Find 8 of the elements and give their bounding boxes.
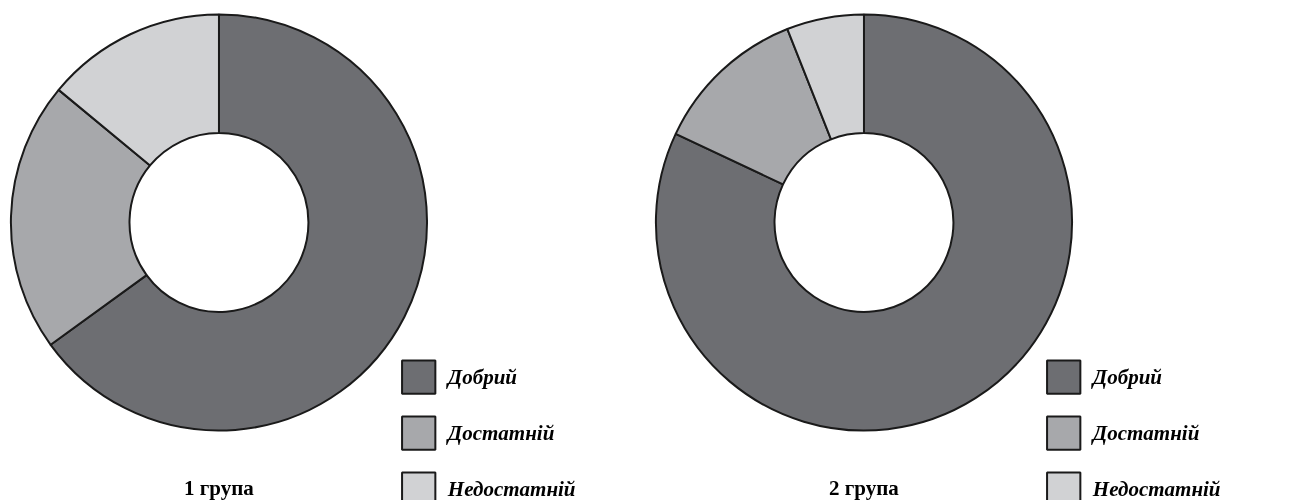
- legend-label: Добрий: [445, 365, 518, 390]
- legend-label: Недостатній: [446, 477, 576, 500]
- text: 1 група: [184, 476, 255, 500]
- legend-label: Достатній: [445, 421, 555, 446]
- legend-label: Добрий: [1090, 365, 1163, 390]
- legend-label: Достатній: [1090, 421, 1200, 446]
- legend-label: Недостатній: [1091, 477, 1221, 500]
- text: 2 група: [829, 476, 900, 500]
